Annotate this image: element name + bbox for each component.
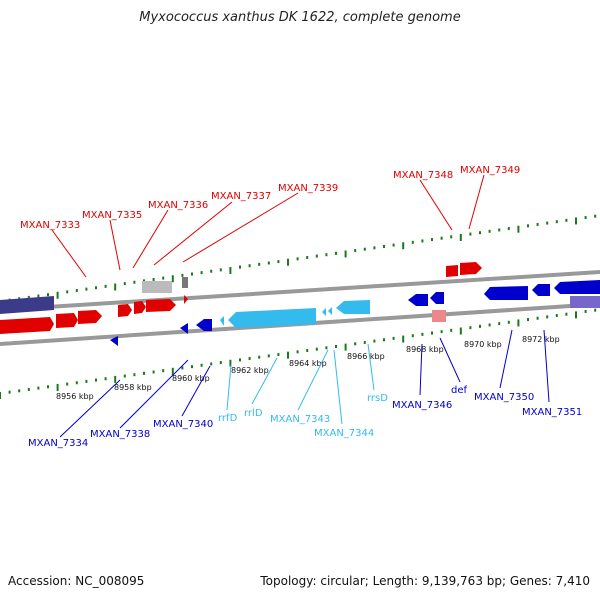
scale-label: 8960 kbp	[172, 374, 210, 383]
reverse-gene-labels: MXAN_7334 MXAN_7338 MXAN_7340 rrfD rrlD …	[28, 329, 582, 449]
scale-label: 8966 kbp	[347, 352, 385, 361]
pseudogene-block[interactable]	[142, 281, 172, 293]
gene-label[interactable]: MXAN_7337	[211, 191, 271, 202]
gene-block-red[interactable]	[184, 295, 188, 304]
gene-block-pink[interactable]	[432, 310, 446, 322]
rna-block[interactable]	[220, 316, 224, 326]
gene-label[interactable]: MXAN_7344	[314, 428, 374, 439]
gene-block-red-long[interactable]	[0, 317, 54, 334]
gene-label[interactable]: MXAN_7336	[148, 200, 208, 211]
scale-label: 8968 kbp	[406, 345, 444, 354]
gene-block-red[interactable]	[446, 265, 458, 277]
gene-label[interactable]: def	[451, 385, 468, 396]
scale-label: 8956 kbp	[56, 392, 94, 401]
gene-block-red[interactable]	[56, 313, 78, 328]
gene-block-blue[interactable]	[196, 319, 212, 331]
gene-block-red[interactable]	[134, 301, 146, 314]
scale-label: 8958 kbp	[114, 383, 152, 392]
rna-block[interactable]	[228, 308, 316, 328]
gene-label[interactable]: MXAN_7335	[82, 210, 142, 221]
gene-label[interactable]: MXAN_7339	[278, 183, 338, 194]
gene-label[interactable]: MXAN_7338	[90, 429, 150, 440]
gene-label[interactable]: MXAN_7346	[392, 400, 452, 411]
reverse-strand-genes	[110, 280, 600, 346]
scale-labels: 8956 kbp 8958 kbp 8960 kbp 8962 kbp 8964…	[56, 335, 560, 401]
rna-block[interactable]	[322, 308, 326, 316]
gene-label[interactable]: MXAN_7350	[474, 392, 534, 403]
accession-text: Accession: NC_008095	[8, 574, 145, 588]
rna-block[interactable]	[336, 300, 370, 314]
genome-backbone	[0, 270, 600, 346]
genome-summary-text: Topology: circular; Length: 9,139,763 bp…	[260, 574, 590, 588]
forward-strand-genes	[0, 262, 482, 334]
outer-scale-ticks	[0, 214, 597, 307]
forward-gene-labels: MXAN_7333 MXAN_7335 MXAN_7336 MXAN_7337 …	[20, 165, 520, 278]
gene-label[interactable]: MXAN_7351	[522, 407, 582, 418]
gene-label[interactable]: MXAN_7348	[393, 170, 453, 181]
pseudogene-block[interactable]	[182, 277, 188, 288]
gene-block-blue[interactable]	[180, 323, 188, 334]
gene-block-blue[interactable]	[484, 286, 528, 300]
gene-label[interactable]: MXAN_7334	[28, 438, 88, 449]
gene-label[interactable]: MXAN_7333	[20, 220, 80, 231]
gene-block-blue[interactable]	[408, 294, 428, 306]
scale-label: 8962 kbp	[231, 366, 269, 375]
gene-label[interactable]: MXAN_7340	[153, 419, 213, 430]
gene-block-red[interactable]	[460, 262, 482, 275]
gene-label[interactable]: rrlD	[244, 408, 263, 419]
scale-label: 8972 kbp	[522, 335, 560, 344]
gene-block-red[interactable]	[146, 299, 176, 312]
scale-label: 8970 kbp	[464, 340, 502, 349]
gene-block-dark[interactable]	[0, 296, 54, 314]
scale-label: 8964 kbp	[289, 359, 327, 368]
rna-block[interactable]	[328, 307, 332, 315]
map-title: Myxococcus xanthus DK 1622, complete gen…	[139, 10, 461, 25]
gene-block-blue[interactable]	[554, 280, 600, 294]
gene-block-violet[interactable]	[570, 296, 600, 308]
inner-scale-ticks	[0, 308, 597, 399]
gene-block-blue[interactable]	[430, 292, 444, 304]
gene-block-blue[interactable]	[532, 284, 550, 296]
gene-block-red[interactable]	[118, 304, 132, 317]
gene-label[interactable]: rrsD	[367, 393, 388, 404]
gene-label[interactable]: MXAN_7349	[460, 165, 520, 176]
gene-label[interactable]: MXAN_7343	[270, 414, 330, 425]
gene-block-blue[interactable]	[110, 336, 118, 346]
gene-label[interactable]: rrfD	[218, 413, 238, 424]
gene-block-red[interactable]	[78, 310, 102, 324]
rna-genes	[220, 300, 370, 328]
